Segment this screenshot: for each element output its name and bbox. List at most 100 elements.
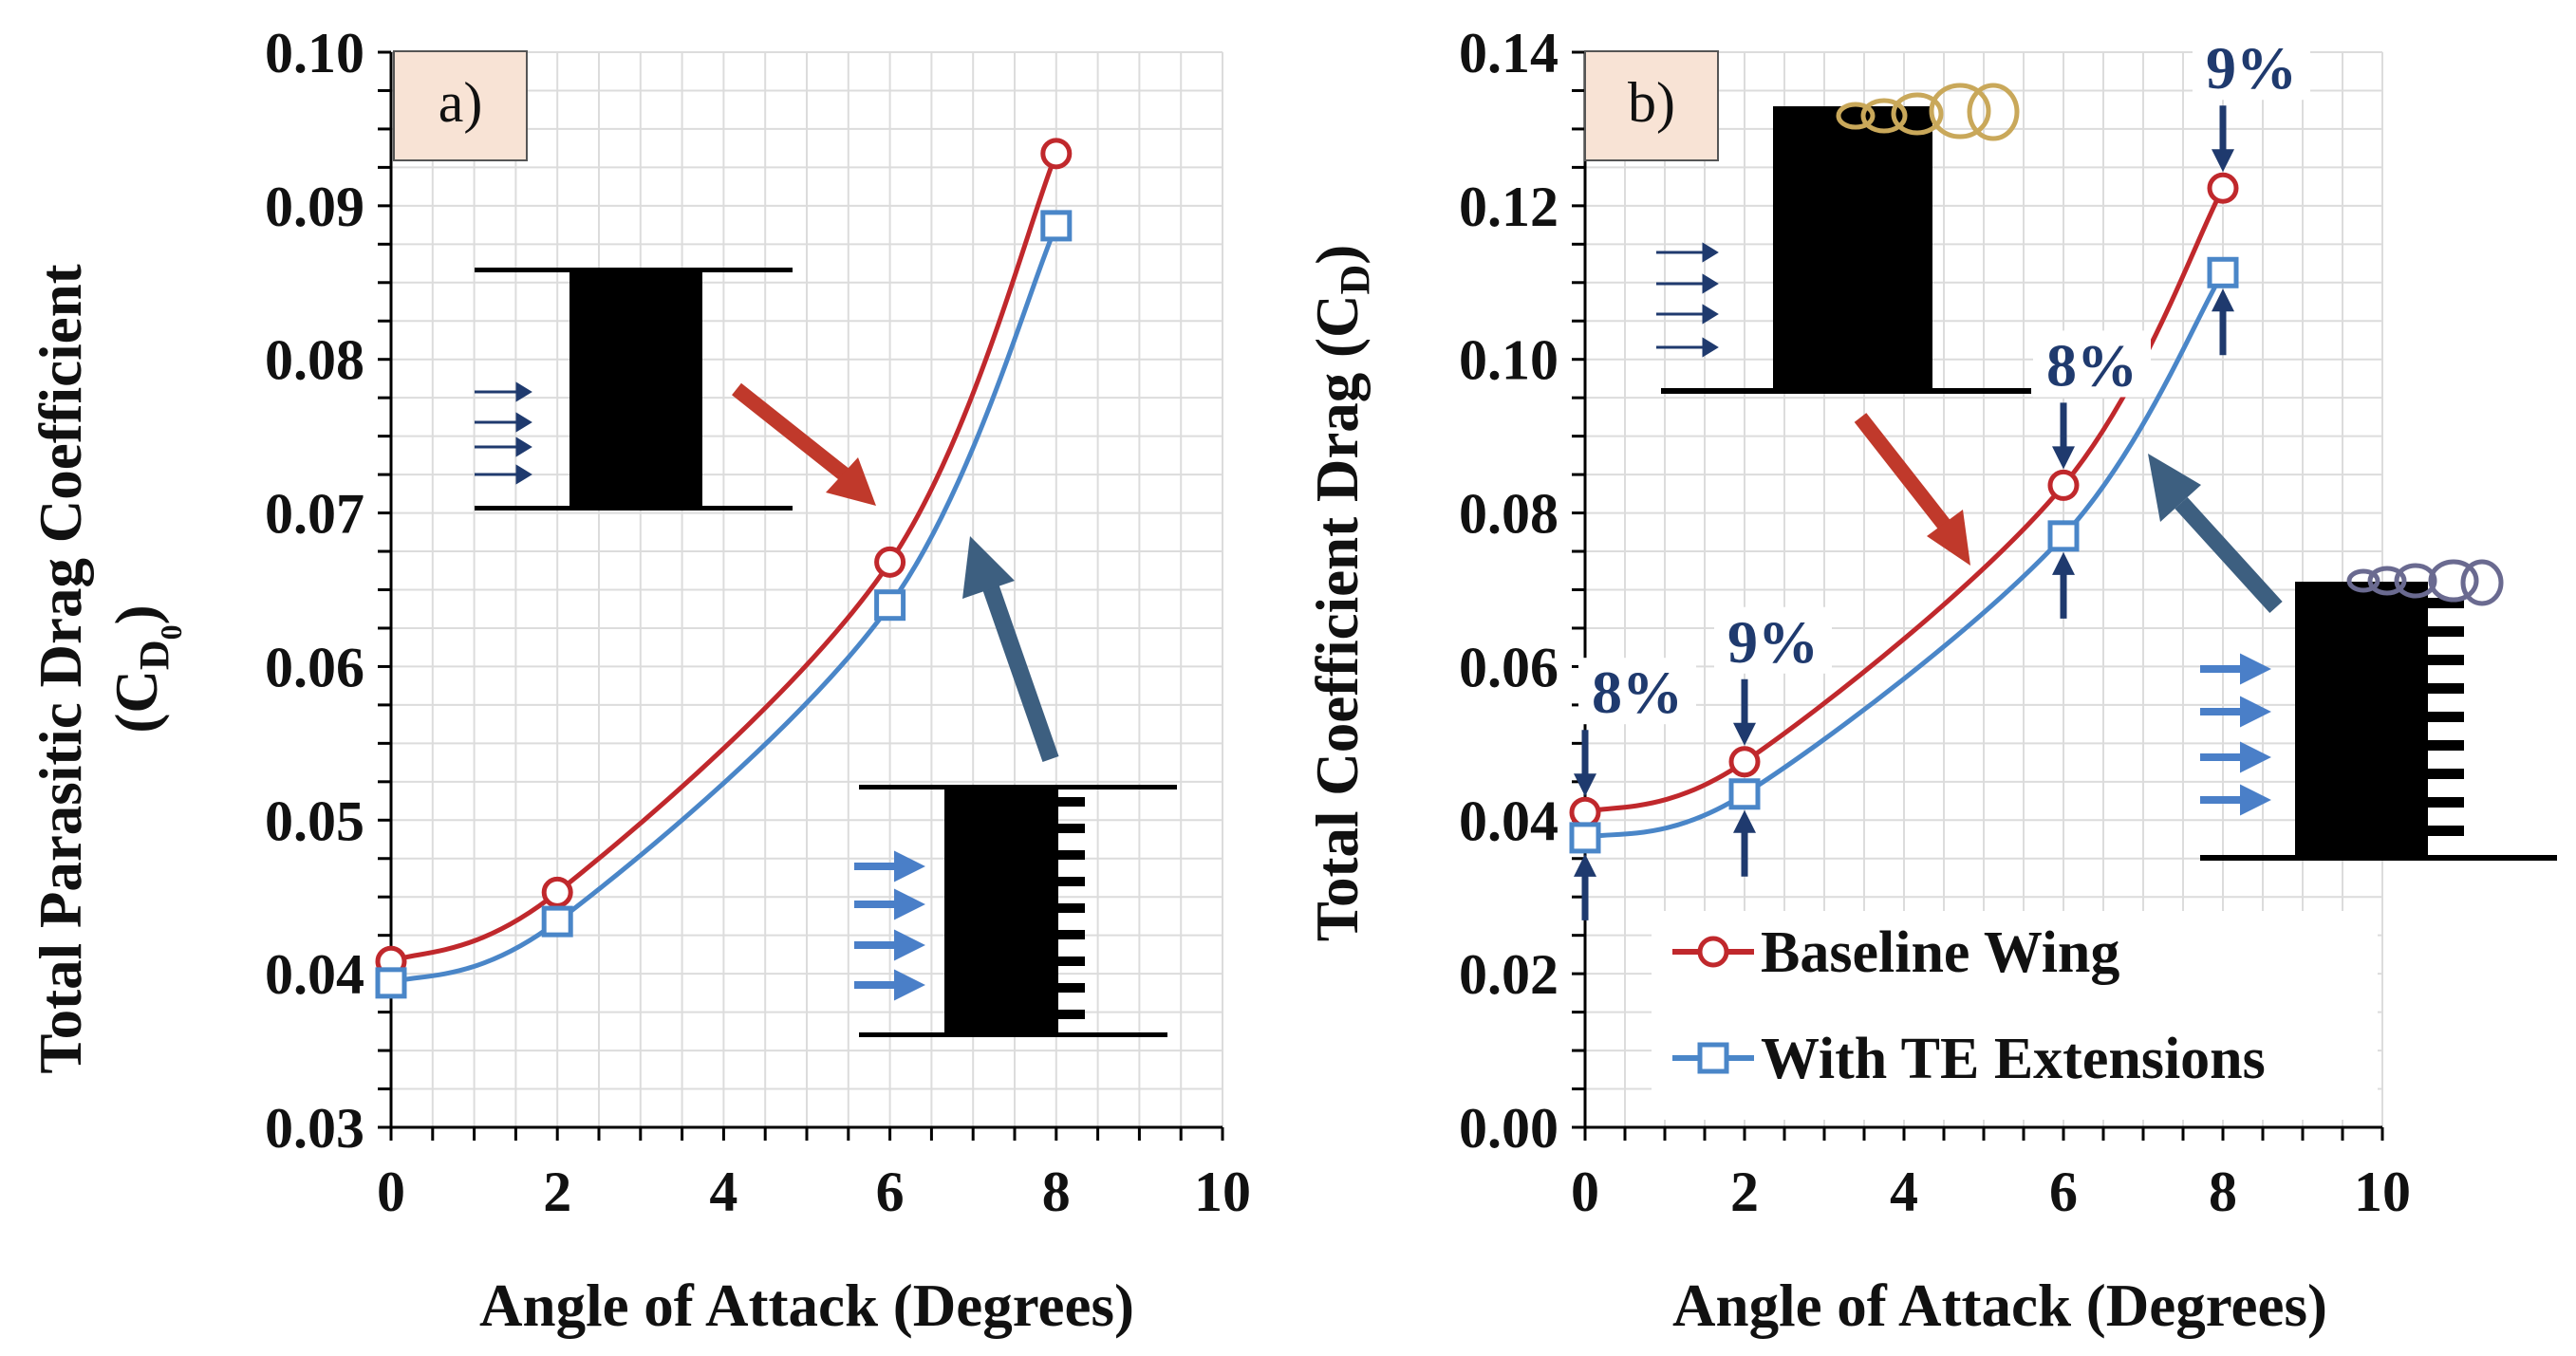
panel-a-pointer-arrows xyxy=(732,382,1059,762)
panel-b-percent-label: 9% xyxy=(1727,608,1819,676)
panel-b-baseline-point xyxy=(2047,469,2080,501)
panel-b-y-axis-label-text: Total Coefficient Drag (CD) xyxy=(1304,245,1378,942)
panel-a-y-tick-label: 0.08 xyxy=(265,329,364,392)
panel-a-series-line-te xyxy=(390,224,1059,986)
panel-b-baseline-point xyxy=(1569,796,1601,828)
panel-b-baseline-point xyxy=(1728,746,1761,778)
panel-b-x-tick-label: 2 xyxy=(1730,1161,1759,1223)
panel-a-y-tick-label: 0.05 xyxy=(265,789,364,852)
panel-b-te-point xyxy=(1728,778,1761,810)
panel-b-x-tick-label: 6 xyxy=(2049,1161,2078,1223)
panel-b-diff-arrowhead-up xyxy=(1733,809,1756,833)
panel-b-y-tick-label: 0.08 xyxy=(1459,483,1559,546)
panel-b-te-extension-wing-illustration xyxy=(2200,559,2557,861)
panel-b-diff-arrowhead-up xyxy=(1574,853,1596,877)
panel-b-pointer-arrows xyxy=(1854,413,2283,614)
panel-a-ylabel-close: ) xyxy=(103,604,170,624)
panel-b-te-point xyxy=(2207,256,2239,288)
panel-a-label: a) xyxy=(439,71,483,134)
panel-b-diff-arrowhead-down xyxy=(1574,773,1596,797)
panel-b-ylabel-main: Total Coefficient Drag (C xyxy=(1304,294,1371,941)
panel-a-te-extension-wing-illustration xyxy=(854,785,1177,1037)
legend-baseline-label: Baseline Wing xyxy=(1761,920,2119,985)
panel-a-axes: 0 2 4 6 8 10 0.03 0.04 0.05 0.06 0.07 0.08 0.09 0.10 xyxy=(265,22,1251,1223)
panel-a-x-tick-label: 6 xyxy=(876,1161,905,1223)
panel-b-label: b) xyxy=(1628,71,1675,134)
panel-b-diff-arrowhead-down xyxy=(2212,149,2234,173)
panel-b-annotation-bg xyxy=(1578,658,1696,725)
legend-entry-te: With TE Extensions xyxy=(1672,1027,2266,1091)
panel-a-label-box: a) xyxy=(393,50,528,161)
panel-b-diff-arrowhead-down xyxy=(2052,446,2075,470)
panel-a-baseline-point xyxy=(1040,138,1073,170)
panel-a-x-tick-label: 10 xyxy=(1194,1161,1251,1223)
legend-te-label: With TE Extensions xyxy=(1761,1027,2266,1091)
panel-a-y-tick-label: 0.06 xyxy=(265,636,364,698)
panel-a-series xyxy=(375,138,1073,999)
panel-b-baseline-wing-illustration xyxy=(1656,83,2031,394)
panel-a-baseline-point xyxy=(874,546,906,578)
panel-b-legend: Baseline Wing With TE Extensions xyxy=(1652,911,2378,1120)
panel-b-diff-arrowhead-down xyxy=(1733,722,1756,746)
panel-a-ylabel-paren: (C xyxy=(103,670,170,733)
panel-b-percent-annotations: 8% 9% 8% 9% xyxy=(1574,33,2310,920)
panel-b-series-line-baseline xyxy=(1584,187,2226,815)
panel-b-te-point xyxy=(1569,822,1601,854)
panel-b-y-tick-label: 0.14 xyxy=(1459,22,1559,84)
panel-a-x-tick-label: 8 xyxy=(1042,1161,1071,1223)
panel-b-annotation-bg xyxy=(2193,33,2310,101)
panel-a-x-tick-label: 2 xyxy=(543,1161,571,1223)
panel-a: 0 2 4 6 8 10 0.03 0.04 0.05 0.06 0.07 0.08 0.09 0.10 xyxy=(28,22,1251,1339)
panel-b-percent-label: 8% xyxy=(1592,659,1683,726)
panel-a-te-point xyxy=(1040,210,1073,242)
legend-entry-baseline: Baseline Wing xyxy=(1672,920,2119,985)
panel-a-y-axis-label: Total Parasitic Drag Coefficient (CD0) xyxy=(28,264,188,1073)
panel-a-y-axis-label-line2: (CD0) xyxy=(103,604,188,733)
panel-b-y-tick-label: 0.04 xyxy=(1459,789,1559,852)
panel-a-baseline-wing-illustration xyxy=(475,268,793,511)
panel-a-y-tick-label: 0.03 xyxy=(265,1097,364,1160)
panel-a-ylabel-subsub: 0 xyxy=(154,624,188,640)
panel-a-y-tick-label: 0.10 xyxy=(265,22,364,84)
panel-b-y-axis-label: Total Coefficient Drag (CD) xyxy=(1304,245,1378,942)
panel-a-y-tick-label: 0.07 xyxy=(265,483,364,546)
panel-a-x-axis-label: Angle of Attack (Degrees) xyxy=(479,1272,1134,1339)
panel-a-ylabel-sub: D xyxy=(131,640,177,670)
panel-b-ylabel-sub: D xyxy=(1332,265,1378,295)
panel-a-y-axis-label-line1: Total Parasitic Drag Coefficient xyxy=(28,264,94,1073)
panel-b-diff-arrowhead-up xyxy=(2052,551,2075,575)
panel-b-y-tick-label: 0.00 xyxy=(1459,1097,1559,1160)
panel-b-y-tick-label: 0.06 xyxy=(1459,636,1559,698)
panel-b-x-axis-label: Angle of Attack (Degrees) xyxy=(1672,1272,2327,1339)
panel-a-y-tick-label: 0.09 xyxy=(265,176,364,238)
panel-a-y-tick-label: 0.04 xyxy=(265,943,364,1006)
panel-b-annotation-bg xyxy=(2033,330,2151,398)
panel-b-axes: 0 2 4 6 8 10 0.00 0.02 0.04 0.06 0.08 0.10 0.12 0.14 xyxy=(1459,22,2411,1223)
panel-a-x-tick-label: 0 xyxy=(377,1161,405,1223)
panel-b-percent-label: 9% xyxy=(2206,34,2297,102)
panel-b-te-point xyxy=(2047,520,2080,552)
panel-b-x-tick-label: 0 xyxy=(1571,1161,1599,1223)
panel-b-series xyxy=(1569,172,2239,854)
panel-a-baseline-point xyxy=(541,876,573,908)
panel-b-label-box: b) xyxy=(1584,50,1719,161)
panel-b-series-line-te xyxy=(1584,270,2226,841)
panel-b-diff-arrowhead-up xyxy=(2212,288,2234,312)
panel-b-percent-label: 8% xyxy=(2046,331,2137,399)
panel-a-te-point xyxy=(375,967,407,999)
panel-a-series-line-baseline xyxy=(390,152,1059,964)
panel-b-baseline-point xyxy=(2207,172,2239,204)
panel-b-y-tick-label: 0.02 xyxy=(1459,943,1559,1006)
panel-b: 0 2 4 6 8 10 0.00 0.02 0.04 0.06 0.08 0.10 0.12 0.14 xyxy=(1304,22,2557,1339)
panel-b-x-tick-label: 4 xyxy=(1890,1161,1918,1223)
panel-b-x-tick-label: 8 xyxy=(2209,1161,2237,1223)
panel-a-te-point xyxy=(541,905,573,938)
panel-b-x-tick-label: 10 xyxy=(2354,1161,2411,1223)
panel-b-ylabel-close: ) xyxy=(1304,245,1371,265)
panel-a-x-tick-label: 4 xyxy=(709,1161,737,1223)
panel-a-grid xyxy=(391,51,1223,1127)
panel-a-te-point xyxy=(874,589,906,622)
panel-b-annotation-bg xyxy=(1714,606,1832,674)
